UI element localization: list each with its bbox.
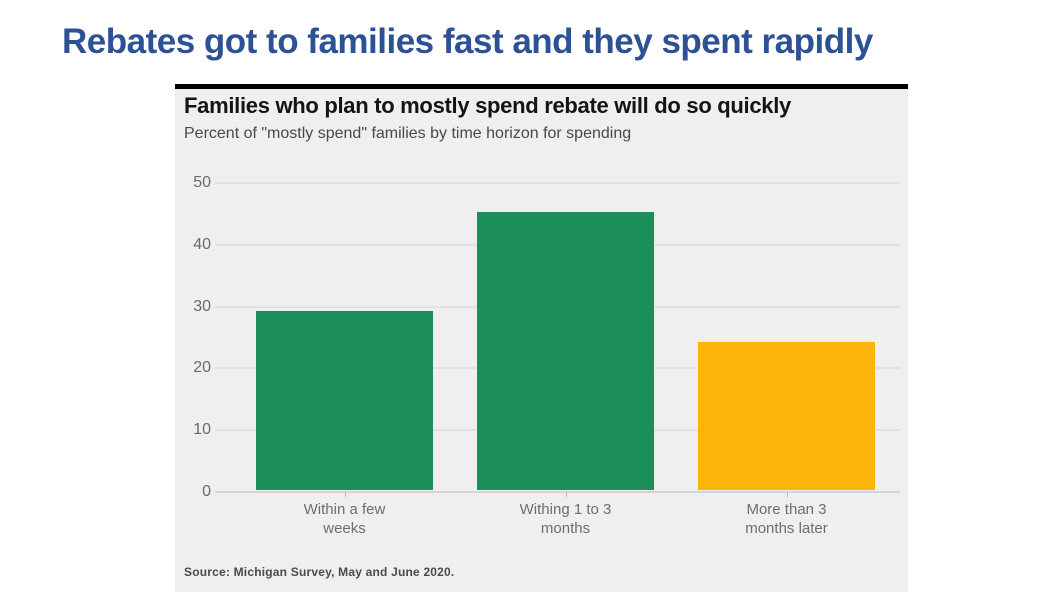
x-tick-1 <box>565 492 567 497</box>
bar-1 <box>477 211 654 490</box>
plot-area <box>215 182 900 497</box>
bar-2 <box>698 341 875 490</box>
x-tick-0 <box>344 492 346 497</box>
y-tick-label-10: 10 <box>193 421 211 439</box>
y-tick-label-0: 0 <box>202 483 211 500</box>
y-tick-label-40: 40 <box>193 235 211 253</box>
y-tick-label-20: 20 <box>193 359 211 377</box>
x-category-label-1: Withing 1 to 3 months <box>519 501 612 537</box>
chart-card: Families who plan to mostly spend rebate… <box>175 84 908 592</box>
x-tick-2 <box>786 492 788 497</box>
y-tick-label-50: 50 <box>193 174 211 191</box>
bar-0 <box>256 310 433 490</box>
y-tick-label-30: 30 <box>193 297 211 315</box>
gridline-50 <box>215 182 900 184</box>
slide-title: Rebates got to families fast and they sp… <box>62 22 873 61</box>
gridline-0 <box>215 491 900 493</box>
chart-title: Families who plan to mostly spend rebate… <box>184 93 791 118</box>
x-category-label-0: Within a few weeks <box>303 501 386 537</box>
x-category-label-2: More than 3 months later <box>745 501 828 537</box>
source-note: Source: Michigan Survey, May and June 20… <box>184 565 455 579</box>
chart-subtitle: Percent of "mostly spend" families by ti… <box>184 125 632 142</box>
